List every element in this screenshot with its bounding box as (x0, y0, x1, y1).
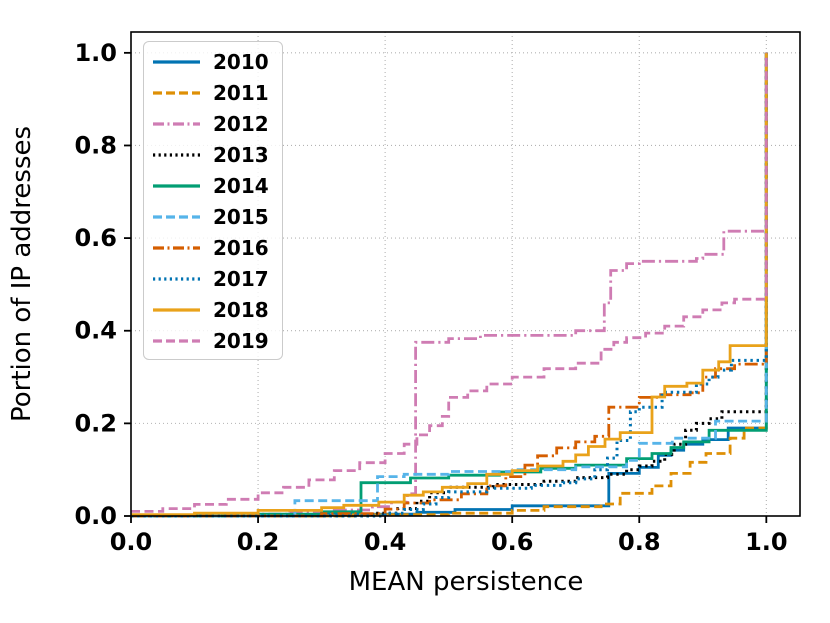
series-line-2017 (131, 52, 768, 518)
legend-item-2014: 2014 (153, 170, 282, 201)
x-axis-label: MEAN persistence (349, 567, 584, 597)
y-tick-label: 0.8 (74, 131, 117, 159)
legend-label: 2016 (213, 235, 269, 260)
legend-item-2013: 2013 (153, 139, 282, 170)
legend-line-sample (153, 338, 200, 343)
legend-label: 2015 (213, 204, 269, 229)
legend: 2010 2011 2012 2013 2014 2015 2016 2017 2018 2019 (143, 41, 283, 360)
x-tick-label: 1.0 (745, 528, 788, 556)
legend-item-2015: 2015 (153, 201, 282, 232)
y-tick-label: 1.0 (74, 39, 117, 67)
legend-label: 2019 (213, 328, 269, 353)
legend-item-2012: 2012 (153, 108, 282, 139)
legend-line-sample (153, 214, 200, 219)
legend-label: 2017 (213, 266, 269, 291)
legend-item-2011: 2011 (153, 77, 282, 108)
legend-item-2019: 2019 (153, 325, 282, 356)
legend-line-sample (153, 90, 200, 95)
x-tick-label: 0.6 (491, 528, 534, 556)
legend-item-2017: 2017 (153, 263, 282, 294)
plot-border (130, 31, 801, 517)
legend-label: 2018 (213, 297, 269, 322)
x-tick-label: 0.0 (110, 528, 153, 556)
y-tick-label: 0.2 (74, 409, 117, 437)
series-line-2019 (131, 52, 768, 513)
y-tick-label: 0.0 (74, 502, 117, 530)
series-line-2011 (131, 52, 768, 518)
legend-label: 2013 (213, 142, 269, 167)
y-tick-label: 0.6 (74, 224, 117, 252)
legend-label: 2012 (213, 111, 269, 136)
series-line-2012 (131, 52, 768, 518)
legend-label: 2014 (213, 173, 269, 198)
series-line-2014 (131, 52, 768, 518)
series-line-2016 (131, 52, 768, 518)
y-axis-label: Portion of IP addresses (7, 126, 37, 422)
legend-line-sample (153, 152, 200, 157)
series-layer (131, 52, 768, 518)
legend-line-sample (153, 245, 200, 250)
axes-layer: 0.0 0.2 0.4 0.6 0.8 1.0 0.0 0.2 0.4 0.6 0.8 1.0 (74, 31, 801, 556)
legend-item-2016: 2016 (153, 232, 282, 263)
series-line-2015 (131, 52, 768, 518)
x-tick-label: 0.8 (618, 528, 661, 556)
legend-line-sample (153, 183, 200, 188)
legend-line-sample (153, 121, 200, 126)
legend-line-sample (153, 307, 200, 312)
legend-line-sample (153, 276, 200, 281)
legend-line-sample (153, 59, 200, 64)
series-line-2018 (131, 52, 768, 516)
legend-label: 2010 (213, 49, 269, 74)
series-line-2013 (131, 52, 768, 518)
legend-item-2010: 2010 (153, 46, 282, 77)
y-tick-label: 0.4 (74, 317, 117, 345)
x-tick-label: 0.4 (364, 528, 407, 556)
legend-item-2018: 2018 (153, 294, 282, 325)
legend-label: 2011 (213, 80, 269, 105)
x-tick-label: 0.2 (237, 528, 280, 556)
